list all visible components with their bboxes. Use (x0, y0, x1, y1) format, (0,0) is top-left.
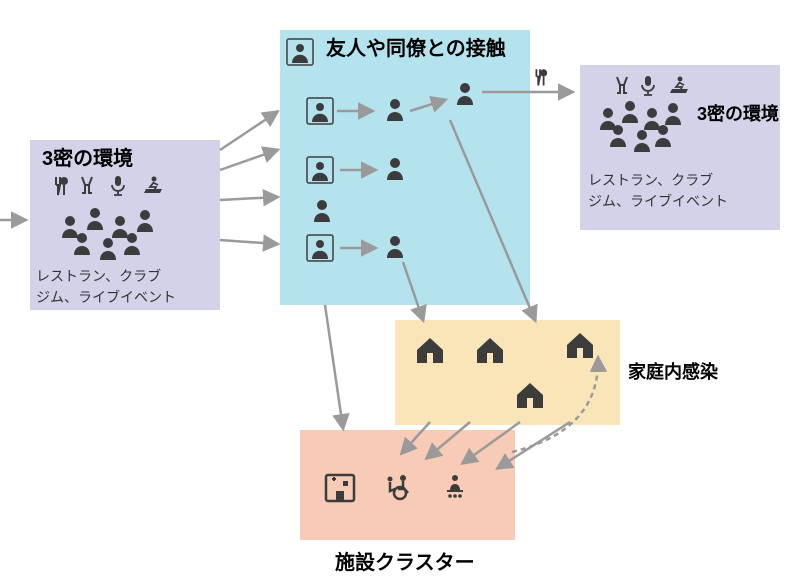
facility-icons (326, 475, 463, 501)
left-venue-icons (56, 176, 162, 195)
center-people (287, 39, 473, 261)
home-houses (417, 333, 593, 408)
box-center-contacts (280, 30, 530, 305)
center-title: 友人や同僚との接触 (326, 32, 506, 61)
left-3mitsu-sub2: ジム、ライブイベント (36, 287, 176, 308)
left-3mitsu-title: 3密の環境 (42, 142, 133, 171)
left-crowd (62, 208, 153, 260)
box-home (395, 320, 620, 425)
facility-title: 施設クラスター (335, 546, 475, 575)
right-3mitsu-title: 3密の環境 (697, 100, 779, 126)
right-crowd (600, 101, 681, 152)
home-title: 家庭内感染 (628, 358, 718, 384)
right-3mitsu-sub1: レストラン、クラブ (588, 170, 728, 191)
right-3mitsu-sub2: ジム、ライブイベント (588, 191, 728, 212)
box-facility (300, 430, 515, 540)
right-venue-icons (536, 69, 688, 95)
left-3mitsu-sub1: レストラン、クラブ (36, 266, 176, 287)
